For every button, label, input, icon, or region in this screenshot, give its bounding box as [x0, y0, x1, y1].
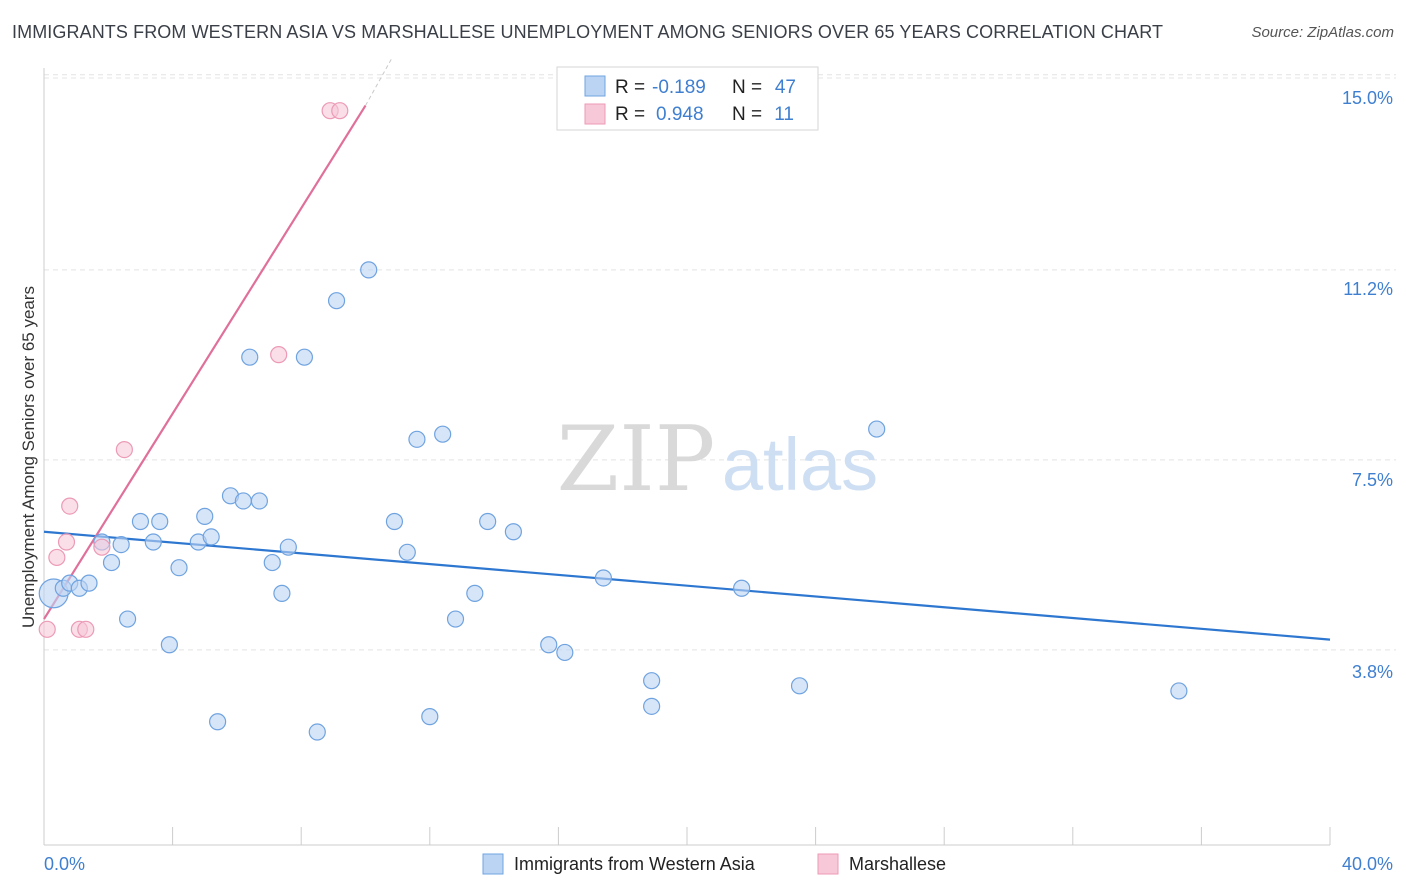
- point-western-asia: [733, 579, 751, 597]
- point-marshallese: [48, 548, 66, 567]
- point-western-asia: [327, 292, 346, 310]
- point-western-asia: [540, 636, 558, 654]
- point-western-asia: [308, 723, 326, 741]
- trend-line-marshallese: [43, 104, 367, 620]
- y-tick-label-3-8: 3.8%: [1352, 662, 1393, 682]
- legend-n-label-2: N =: [732, 104, 762, 125]
- stats-legend: R = -0.189 N = 47 R = 0.948 N = 11: [556, 66, 819, 131]
- point-western-asia: [1170, 682, 1188, 700]
- point-western-asia: [241, 348, 259, 366]
- legend-n-value-1: 47: [775, 77, 796, 98]
- point-marshallese: [270, 346, 288, 364]
- x-tick-label-0: 0.0%: [44, 854, 85, 874]
- point-western-asia: [868, 420, 886, 438]
- point-western-asia: [295, 348, 314, 366]
- point-western-asia: [421, 708, 439, 726]
- scatter-points: [38, 102, 1188, 741]
- point-western-asia: [131, 512, 150, 531]
- point-western-asia: [434, 425, 452, 443]
- watermark-atlas: atlas: [722, 423, 878, 506]
- point-western-asia: [408, 430, 426, 448]
- point-western-asia: [209, 713, 227, 731]
- point-marshallese: [331, 102, 349, 120]
- legend-n-label-1: N =: [732, 77, 762, 98]
- source-label: Source: ZipAtlas.com: [1251, 24, 1394, 41]
- point-western-asia: [196, 507, 214, 525]
- point-western-asia: [112, 536, 130, 554]
- point-western-asia: [170, 559, 188, 577]
- trend-line-extension: [365, 59, 392, 106]
- y-tick-label-7-5: 7.5%: [1352, 470, 1393, 490]
- point-western-asia: [504, 523, 522, 541]
- legend-swatch-western-asia: [584, 75, 606, 97]
- point-western-asia: [643, 672, 661, 690]
- point-marshallese: [93, 538, 111, 556]
- axes: [43, 68, 1331, 846]
- point-western-asia: [385, 512, 404, 531]
- point-western-asia: [144, 533, 162, 551]
- point-western-asia: [250, 492, 269, 510]
- bottom-legend-swatch-marshallese: [817, 853, 839, 875]
- legend-r-value-1: -0.189: [652, 77, 706, 98]
- legend-r-value-2: 0.948: [656, 104, 704, 125]
- point-marshallese: [77, 620, 95, 638]
- legend-r-label-1: R =: [615, 77, 645, 98]
- point-western-asia: [102, 553, 121, 572]
- series-legend: Immigrants from Western Asia Marshallese: [482, 853, 946, 875]
- point-western-asia: [118, 610, 137, 628]
- point-western-asia: [556, 643, 574, 662]
- trend-lines: [43, 59, 1331, 641]
- y-axis-label: Unemployment Among Seniors over 65 years: [19, 286, 38, 628]
- bottom-legend-label-western-asia: Immigrants from Western Asia: [514, 854, 756, 874]
- trend-line-western-asia: [43, 530, 1331, 641]
- point-marshallese: [115, 441, 133, 459]
- point-western-asia: [80, 574, 98, 592]
- point-western-asia: [151, 512, 169, 531]
- bottom-legend-swatch-western-asia: [482, 853, 504, 875]
- point-western-asia: [594, 569, 613, 587]
- point-western-asia: [160, 636, 178, 654]
- bottom-legend-label-marshallese: Marshallese: [849, 854, 946, 874]
- x-tick-label-40: 40.0%: [1342, 854, 1393, 874]
- legend-r-label-2: R =: [615, 104, 645, 125]
- point-marshallese: [57, 533, 76, 551]
- point-marshallese: [38, 620, 56, 638]
- point-western-asia: [202, 528, 220, 546]
- point-western-asia: [279, 538, 297, 556]
- legend-swatch-marshallese: [584, 103, 606, 125]
- y-tick-labels: 15.0% 11.2% 7.5% 3.8%: [1342, 88, 1393, 682]
- point-western-asia: [466, 584, 484, 602]
- point-western-asia: [643, 697, 661, 715]
- point-western-asia: [479, 512, 497, 531]
- y-tick-label-15: 15.0%: [1342, 88, 1393, 108]
- watermark-zip: ZIP: [557, 407, 716, 512]
- point-western-asia: [234, 492, 252, 510]
- legend-n-value-2: 11: [774, 104, 794, 125]
- point-western-asia: [273, 584, 291, 602]
- point-western-asia: [446, 610, 465, 628]
- point-western-asia: [398, 543, 416, 561]
- y-tick-label-11-2: 11.2%: [1343, 279, 1393, 299]
- point-western-asia: [360, 261, 378, 279]
- point-western-asia: [790, 677, 809, 695]
- chart-title: IMMIGRANTS FROM WESTERN ASIA VS MARSHALL…: [12, 22, 1164, 42]
- point-marshallese: [61, 497, 79, 515]
- point-western-asia: [263, 553, 281, 572]
